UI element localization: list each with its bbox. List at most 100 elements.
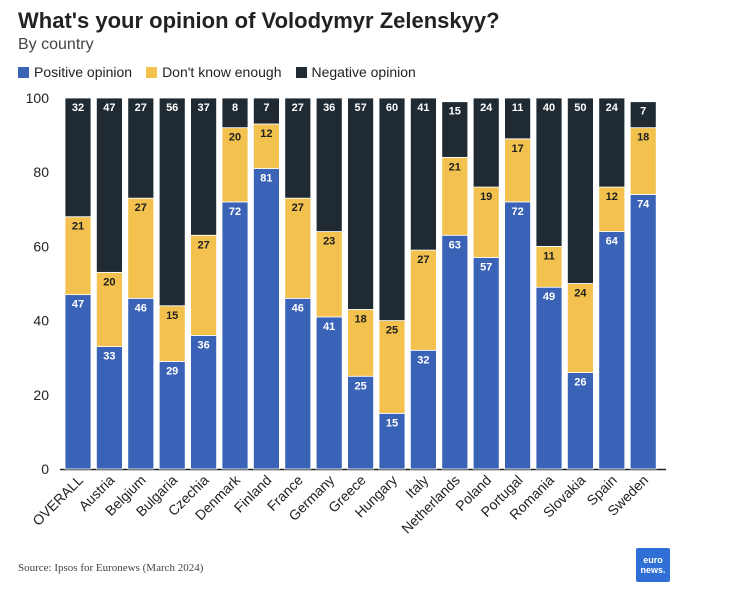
- bar-segment: [347, 375, 375, 470]
- legend-label-positive: Positive opinion: [34, 64, 133, 80]
- bar-data-label: 41: [323, 321, 335, 333]
- bar-data-label: 12: [260, 128, 272, 140]
- bar-data-label: 15: [449, 106, 461, 118]
- bar-data-label: 27: [197, 239, 209, 251]
- bar-data-label: 47: [72, 299, 84, 311]
- bar-data-label: 33: [103, 351, 115, 363]
- bar-data-label: 25: [386, 325, 398, 337]
- bar-segment: [315, 316, 343, 470]
- y-tick-label: 40: [33, 313, 49, 329]
- bar-data-label: 8: [232, 102, 238, 114]
- bar-data-label: 23: [323, 236, 335, 248]
- bar-data-label: 11: [543, 250, 555, 262]
- bar-segment: [190, 97, 218, 236]
- bar-data-label: 19: [480, 191, 492, 203]
- legend-label-negative: Negative opinion: [311, 64, 416, 80]
- y-tick-label: 80: [33, 164, 49, 180]
- bar-segment: [158, 305, 186, 362]
- bar-segment: [158, 97, 186, 307]
- bar-data-label: 47: [103, 102, 115, 114]
- y-tick-label: 60: [33, 238, 49, 254]
- bar-segment: [598, 186, 626, 232]
- bar-segment: [315, 231, 343, 318]
- legend-swatch-negative: [295, 66, 307, 78]
- y-tick-label: 100: [26, 90, 50, 106]
- bar-segment: [567, 372, 594, 470]
- bar-data-label: 32: [72, 102, 84, 114]
- bar-data-label: 24: [574, 288, 587, 300]
- bar-data-label: 7: [263, 102, 269, 114]
- bar-segment: [535, 97, 563, 247]
- bar-segment: [96, 346, 123, 470]
- bar-data-label: 41: [417, 102, 429, 114]
- bar-segment: [441, 101, 469, 158]
- bar-data-label: 12: [606, 191, 618, 203]
- bar-segment: [504, 201, 532, 470]
- bar-data-label: 72: [511, 206, 523, 218]
- bar-data-label: 49: [543, 291, 555, 303]
- bar-segment: [284, 197, 312, 299]
- bar-segment: [190, 335, 218, 470]
- bar-data-label: 29: [166, 365, 178, 377]
- bar-segment: [190, 234, 218, 336]
- legend: Positive opinion Don't know enough Negat…: [18, 64, 416, 80]
- bar-data-label: 40: [543, 102, 555, 114]
- bar-data-label: 37: [197, 102, 209, 114]
- bar-data-label: 27: [292, 202, 304, 214]
- bar-segment: [284, 97, 312, 199]
- bar-data-label: 57: [480, 262, 492, 274]
- bar-segment: [567, 283, 594, 373]
- bar-data-label: 36: [197, 339, 209, 351]
- source-note: Source: Ipsos for Euronews (March 2024): [18, 562, 204, 574]
- bar-segment: [441, 234, 469, 470]
- bar-segment: [221, 127, 249, 203]
- bar-segment: [347, 97, 375, 310]
- bar-data-label: 26: [574, 377, 586, 389]
- y-tick-label: 20: [33, 387, 49, 403]
- bar-segment: [441, 156, 469, 236]
- legend-item-positive: Positive opinion: [18, 64, 132, 80]
- bar-segment: [127, 97, 155, 199]
- bar-segment: [284, 297, 312, 470]
- bar-data-label: 50: [574, 102, 586, 114]
- bar-data-label: 27: [135, 102, 147, 114]
- bar-segment: [472, 257, 500, 470]
- bar-data-label: 20: [103, 276, 115, 288]
- bar-data-label: 20: [229, 132, 241, 144]
- bar-data-label: 60: [386, 102, 398, 114]
- bar-data-label: 57: [354, 102, 366, 114]
- bar-data-label: 25: [354, 380, 366, 392]
- bar-segment: [504, 138, 532, 203]
- bar-segment: [378, 412, 406, 470]
- bar-data-label: 21: [72, 221, 84, 233]
- bar-segment: [221, 97, 249, 129]
- bar-segment: [598, 97, 626, 188]
- bar-data-label: 32: [417, 354, 429, 366]
- bar-segment: [64, 294, 92, 470]
- bar-data-label: 15: [386, 417, 398, 429]
- bar-segment: [378, 320, 406, 414]
- bar-data-label: 21: [449, 161, 461, 173]
- bar-data-label: 81: [260, 172, 272, 184]
- bar-data-label: 24: [480, 102, 493, 114]
- bar-segment: [409, 349, 437, 470]
- euronews-logo: euro news.: [636, 548, 670, 582]
- logo-text-bottom: news.: [640, 565, 666, 575]
- bar-data-label: 72: [229, 206, 241, 218]
- chart-title: What's your opinion of Volodymyr Zelensk…: [18, 8, 500, 33]
- bar-data-label: 11: [512, 102, 524, 114]
- bar-data-label: 56: [166, 102, 178, 114]
- bar-segment: [252, 97, 280, 125]
- bar-segment: [64, 97, 92, 218]
- bar-segment: [96, 97, 123, 273]
- bar-segment: [64, 216, 92, 296]
- bar-data-label: 46: [292, 302, 304, 314]
- bar-segment: [472, 97, 500, 188]
- bar-segment: [252, 168, 280, 470]
- bar-data-label: 7: [640, 106, 646, 118]
- bar-data-label: 46: [135, 302, 147, 314]
- bar-data-label: 74: [637, 198, 650, 210]
- bar-segment: [629, 101, 657, 129]
- bar-data-label: 36: [323, 102, 335, 114]
